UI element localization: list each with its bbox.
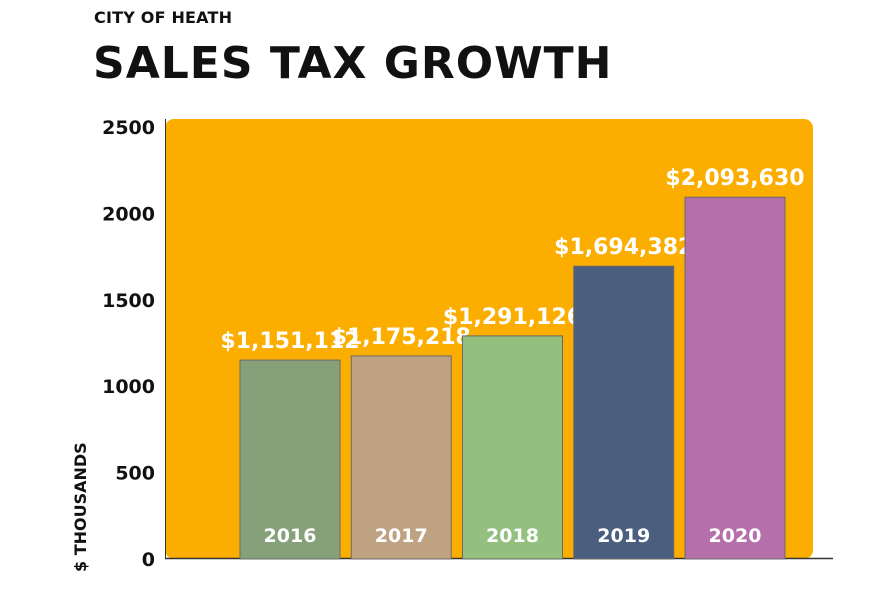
- y-tick-label: 500: [115, 463, 155, 485]
- data-label-2020: $2,093,630: [665, 166, 804, 191]
- y-tick-label: 0: [142, 549, 155, 571]
- y-axis-label: $ THOUSANDS: [71, 442, 90, 572]
- category-label-2020: 2020: [709, 525, 762, 547]
- y-tick-label: 1000: [102, 376, 155, 398]
- data-label-2016: $1,151,112: [220, 329, 359, 354]
- category-label-2016: 2016: [264, 525, 317, 547]
- bar-2018: [462, 335, 563, 560]
- chart-title: SALES TAX GROWTH: [93, 38, 613, 89]
- y-tick-label: 2000: [102, 203, 155, 225]
- category-label-2019: 2019: [597, 525, 650, 547]
- data-label-2018: $1,291,126: [443, 305, 582, 330]
- category-label-2017: 2017: [375, 525, 428, 547]
- y-tick-label: 2500: [102, 117, 155, 139]
- bar-2016: [239, 359, 341, 560]
- category-label-2018: 2018: [486, 525, 539, 547]
- bar-2017: [350, 355, 452, 560]
- data-label-2019: $1,694,382: [554, 235, 693, 260]
- y-tick-label: 1500: [102, 290, 155, 312]
- bar-2019: [573, 265, 675, 560]
- bar-2020: [684, 196, 786, 560]
- chart-subtitle: CITY OF HEATH: [94, 8, 233, 27]
- data-label-2017: $1,175,218: [332, 325, 471, 350]
